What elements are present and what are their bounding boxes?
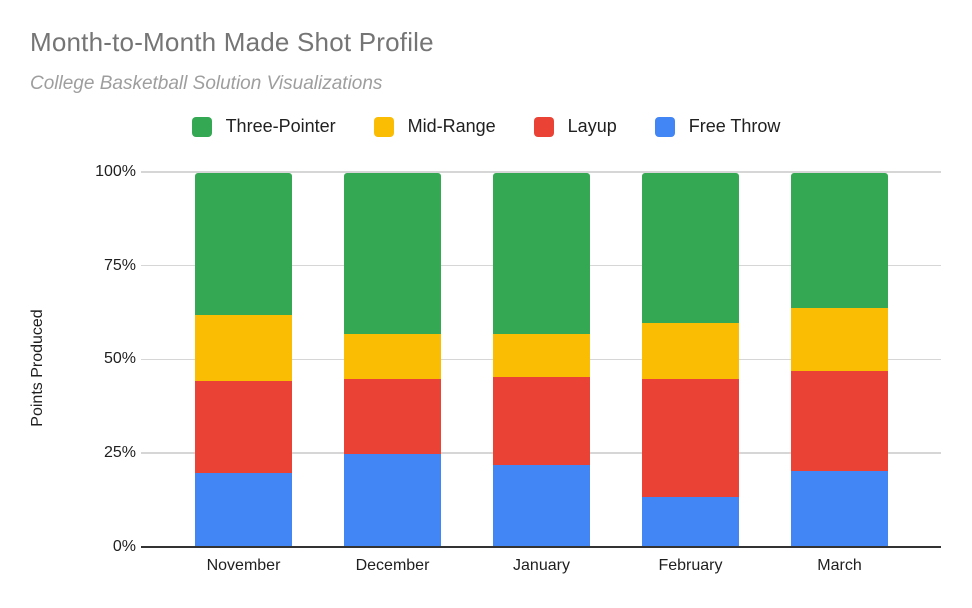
legend-item-layup[interactable]: Layup bbox=[533, 116, 617, 137]
x-axis-label-january: January bbox=[513, 557, 570, 574]
y-tick-label-25: 25% bbox=[103, 444, 136, 461]
bar-segment-layup-january[interactable] bbox=[493, 376, 590, 465]
legend-item-free-throw[interactable]: Free Throw bbox=[654, 116, 781, 137]
x-axis-label-december: December bbox=[355, 557, 430, 574]
legend-swatch-layup-icon bbox=[533, 116, 554, 137]
bar-segment-free-throw-december[interactable] bbox=[344, 453, 441, 548]
gridline-100 bbox=[141, 171, 941, 173]
x-axis-line bbox=[141, 545, 941, 548]
bar-segment-three-pointer-march[interactable] bbox=[791, 172, 888, 308]
bar-segment-mid-range-march[interactable] bbox=[791, 307, 888, 372]
x-axis-label-february: February bbox=[658, 557, 723, 574]
bar-segment-mid-range-february[interactable] bbox=[642, 322, 739, 379]
bar-segment-free-throw-march[interactable] bbox=[791, 470, 888, 548]
bar-segment-layup-february[interactable] bbox=[642, 378, 739, 497]
bar-segment-three-pointer-december[interactable] bbox=[344, 172, 441, 334]
legend-label-three-pointer: Three-Pointer bbox=[225, 116, 336, 136]
legend-label-mid-range: Mid-Range bbox=[407, 116, 496, 136]
y-tick-label-100: 100% bbox=[95, 162, 136, 180]
legend-item-three-pointer[interactable]: Three-Pointer bbox=[191, 116, 336, 137]
chart-title: Month-to-Month Made Shot Profile bbox=[30, 27, 434, 57]
y-tick-label-75: 75% bbox=[103, 256, 136, 274]
x-axis-label-november: November bbox=[206, 557, 281, 574]
bar-segment-mid-range-november[interactable] bbox=[195, 315, 292, 381]
legend: Three-Pointer Mid-Range Layup Free Throw bbox=[0, 116, 972, 137]
bar-segment-free-throw-november[interactable] bbox=[195, 472, 292, 548]
legend-label-layup: Layup bbox=[567, 116, 617, 136]
bar-segment-three-pointer-february[interactable] bbox=[642, 172, 739, 323]
legend-swatch-free-throw-icon bbox=[654, 116, 675, 137]
y-axis-title: Points Produced bbox=[29, 309, 46, 427]
bar-segment-three-pointer-january[interactable] bbox=[493, 172, 590, 334]
legend-swatch-three-pointer-icon bbox=[191, 116, 212, 137]
bar-segment-three-pointer-november[interactable] bbox=[195, 172, 292, 315]
bar-segment-free-throw-february[interactable] bbox=[642, 496, 739, 548]
bar-segment-free-throw-january[interactable] bbox=[493, 465, 590, 548]
legend-item-mid-range[interactable]: Mid-Range bbox=[373, 116, 496, 137]
bar-segment-mid-range-january[interactable] bbox=[493, 333, 590, 377]
chart-subtitle: College Basketball Solution Visualizatio… bbox=[30, 73, 383, 94]
legend-swatch-mid-range-icon bbox=[373, 116, 394, 137]
bar-segment-layup-november[interactable] bbox=[195, 380, 292, 473]
bar-segment-layup-march[interactable] bbox=[791, 371, 888, 471]
y-tick-label-50: 50% bbox=[103, 350, 136, 368]
x-axis-label-march: March bbox=[817, 557, 862, 574]
y-tick-label-0: 0% bbox=[112, 537, 136, 555]
bar-segment-mid-range-december[interactable] bbox=[344, 333, 441, 379]
bar-segment-layup-december[interactable] bbox=[344, 378, 441, 454]
legend-label-free-throw: Free Throw bbox=[688, 116, 781, 136]
